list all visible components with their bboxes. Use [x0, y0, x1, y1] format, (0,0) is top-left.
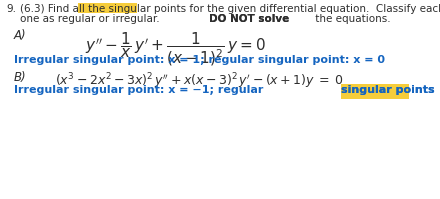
FancyBboxPatch shape	[77, 3, 136, 13]
Text: A): A)	[14, 29, 27, 42]
Text: (6.3) Find all the singular points for the given differential equation.  Classif: (6.3) Find all the singular points for t…	[20, 4, 440, 14]
Text: one as regular or irregular.: one as regular or irregular.	[20, 14, 166, 24]
Text: Irregular singular point: x = 1; regular singular point: x = 0: Irregular singular point: x = 1; regular…	[14, 55, 385, 65]
Text: B): B)	[14, 71, 27, 84]
Text: 9.: 9.	[6, 4, 16, 14]
Text: DO NOT solve: DO NOT solve	[209, 14, 289, 24]
Text: the equations.: the equations.	[312, 14, 391, 24]
Text: Irregular singular point: x = −1; regular: Irregular singular point: x = −1; regula…	[14, 85, 267, 95]
Text: DO NOT solve: DO NOT solve	[209, 14, 289, 24]
Text: singular points: singular points	[341, 85, 434, 95]
Text: $y'' - \dfrac{1}{x}\,y' + \dfrac{1}{(x-1)^2}\,y = 0$: $y'' - \dfrac{1}{x}\,y' + \dfrac{1}{(x-1…	[85, 31, 266, 68]
Text: singular points: singular points	[341, 85, 434, 95]
Text: $(x^3 - 2x^2 - 3x)^2\,y'' + x(x-3)^2\,y' - (x+1)y\; = \;0$: $(x^3 - 2x^2 - 3x)^2\,y'' + x(x-3)^2\,y'…	[55, 71, 344, 91]
FancyBboxPatch shape	[341, 84, 409, 99]
